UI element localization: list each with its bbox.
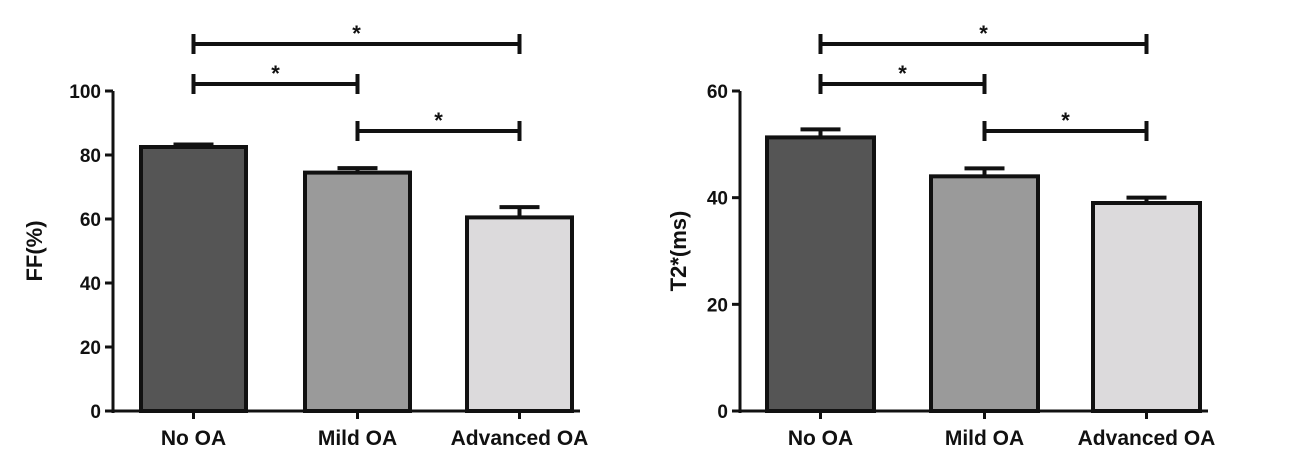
t2-chart: 0 20 40 60 No OA Mild OA Advanced OA T2*(ms) * * * [666, 21, 1215, 450]
ff-y-tick-label-4: 80 [80, 146, 101, 167]
ff-x-tick-label-0: No OA [161, 427, 226, 450]
t2-sig-star-2: * [979, 21, 988, 46]
t2-y-axis-title: T2*(ms) [666, 211, 691, 292]
t2-x-tick-label-2: Advanced OA [1078, 427, 1216, 450]
ff-y-tick-label-0: 0 [90, 402, 101, 423]
t2-y-tick-label-0: 0 [717, 402, 728, 423]
t2-bar-0 [765, 135, 876, 413]
ff-bar-2 [465, 215, 574, 413]
ff-y-tick-label-5: 100 [69, 82, 101, 103]
t2-y-tick-label-1: 20 [707, 295, 728, 316]
ff-y-tick-label-3: 60 [80, 210, 101, 231]
ff-sig-star-2: * [352, 21, 361, 46]
t2-bar-1 [929, 174, 1040, 413]
t2-bar-2 [1091, 201, 1202, 413]
ff-y-axis-title: FF(%) [22, 220, 47, 281]
t2-x-tick-label-1: Mild OA [945, 427, 1024, 450]
ff-bar-1 [303, 170, 412, 413]
t2-y-tick-label-3: 60 [707, 82, 728, 103]
ff-bar-0 [139, 145, 248, 413]
t2-sig-star-1: * [1061, 108, 1070, 133]
t2-x-tick-label-0: No OA [788, 427, 853, 450]
ff-chart: 0 20 40 60 80 100 No OA Mild OA Advanced OA FF(%)… [22, 21, 588, 450]
t2-y-tick-label-2: 40 [707, 189, 728, 210]
ff-y-tick-label-1: 20 [80, 338, 101, 359]
ff-sig-star-1: * [434, 108, 443, 133]
ff-y-tick-label-2: 40 [80, 274, 101, 295]
ff-sig-star-0: * [271, 61, 280, 86]
ff-x-tick-label-1: Mild OA [318, 427, 397, 450]
ff-x-tick-label-2: Advanced OA [451, 427, 589, 450]
t2-sig-star-0: * [898, 61, 907, 86]
